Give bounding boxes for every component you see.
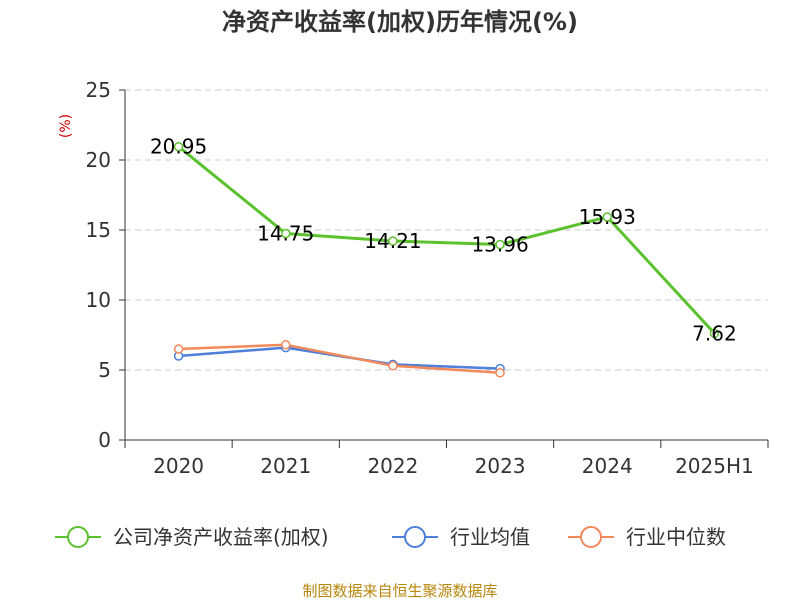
y-tick-label: 10	[86, 288, 111, 312]
data-label: 14.75	[257, 222, 314, 246]
axes	[119, 89, 769, 448]
data-point	[281, 228, 291, 239]
y-tick-label: 15	[86, 218, 111, 242]
data-point	[388, 361, 398, 371]
legend[interactable]: 公司净资产收益率(加权) 行业均值 行业中位数	[55, 525, 726, 549]
x-tick-label: 2022	[367, 454, 418, 478]
x-tick-label: 2025H1	[675, 454, 754, 478]
x-tick-label: 2024	[582, 454, 633, 478]
data-label: 13.96	[471, 233, 528, 257]
legend-item-1[interactable]: 行业均值	[392, 525, 530, 549]
legend-swatch-marker	[67, 526, 89, 548]
legend-swatch-marker	[404, 526, 426, 548]
legend-item-0[interactable]: 公司净资产收益率(加权)	[55, 525, 329, 549]
data-label: 14.21	[364, 229, 421, 253]
legend-item-2[interactable]: 行业中位数	[568, 525, 726, 549]
data-point	[709, 328, 720, 339]
x-tick-label: 2021	[260, 454, 311, 478]
series-points	[173, 141, 720, 378]
series-lines	[177, 145, 716, 375]
legend-label: 行业中位数	[626, 525, 726, 549]
data-label: 20.95	[150, 135, 207, 159]
legend-label: 公司净资产收益率(加权)	[113, 525, 329, 549]
x-tick-label: 2020	[153, 454, 204, 478]
series-line-0	[177, 145, 716, 335]
y-tick-label: 20	[86, 148, 111, 172]
source-note: 制图数据来自恒生聚源数据库	[302, 582, 497, 600]
data-point	[173, 344, 184, 354]
data-point	[602, 212, 612, 222]
chart-title: 净资产收益率(加权)历年情况(%)	[222, 8, 578, 36]
data-point	[495, 368, 505, 378]
tick-labels: 0 5 10 15 20 25 2020 2021 2022 2023 2024 2025H1	[86, 78, 754, 478]
y-tick-label: 0	[98, 428, 111, 452]
data-point	[281, 340, 291, 350]
y-tick-label: 5	[98, 358, 111, 382]
grid-lines	[125, 89, 768, 371]
data-point	[388, 236, 398, 246]
y-axis-unit-label: (%)	[58, 114, 74, 138]
y-tick-label: 25	[86, 78, 111, 102]
data-point	[173, 141, 184, 152]
data-point	[495, 239, 505, 250]
data-label: 15.93	[579, 205, 636, 229]
series-line-2	[178, 343, 501, 375]
series-line-1	[178, 346, 501, 370]
data-labels: 20.95 14.75 14.21 13.96 15.93 7.62	[150, 135, 737, 346]
x-tick-label: 2023	[475, 454, 526, 478]
legend-swatch-marker	[580, 526, 602, 548]
legend-label: 行业均值	[450, 525, 530, 549]
data-label: 7.62	[692, 321, 737, 345]
